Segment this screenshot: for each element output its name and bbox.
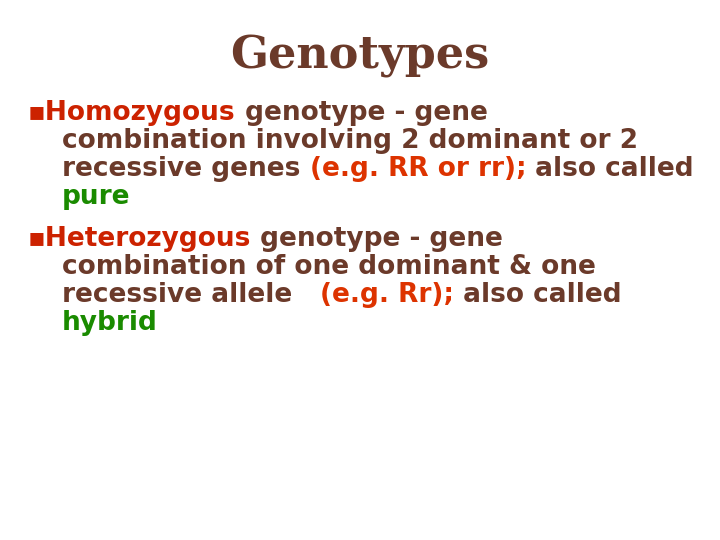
- Text: (e.g. RR or rr);: (e.g. RR or rr);: [310, 156, 526, 182]
- Text: Genotypes: Genotypes: [230, 35, 490, 78]
- Text: combination of one dominant & one: combination of one dominant & one: [62, 254, 596, 280]
- Text: genotype - gene: genotype - gene: [235, 100, 487, 126]
- Text: ▪Homozygous: ▪Homozygous: [28, 100, 235, 126]
- Text: recessive genes: recessive genes: [62, 156, 310, 182]
- Text: combination involving 2 dominant or 2: combination involving 2 dominant or 2: [62, 128, 638, 154]
- Text: also called: also called: [526, 156, 694, 182]
- Text: ▪Heterozygous: ▪Heterozygous: [28, 226, 251, 252]
- Text: also called: also called: [454, 282, 621, 308]
- Text: (e.g. Rr);: (e.g. Rr);: [320, 282, 454, 308]
- Text: pure: pure: [62, 184, 130, 210]
- Text: genotype - gene: genotype - gene: [251, 226, 503, 252]
- Text: recessive allele: recessive allele: [62, 282, 320, 308]
- Text: hybrid: hybrid: [62, 310, 158, 336]
